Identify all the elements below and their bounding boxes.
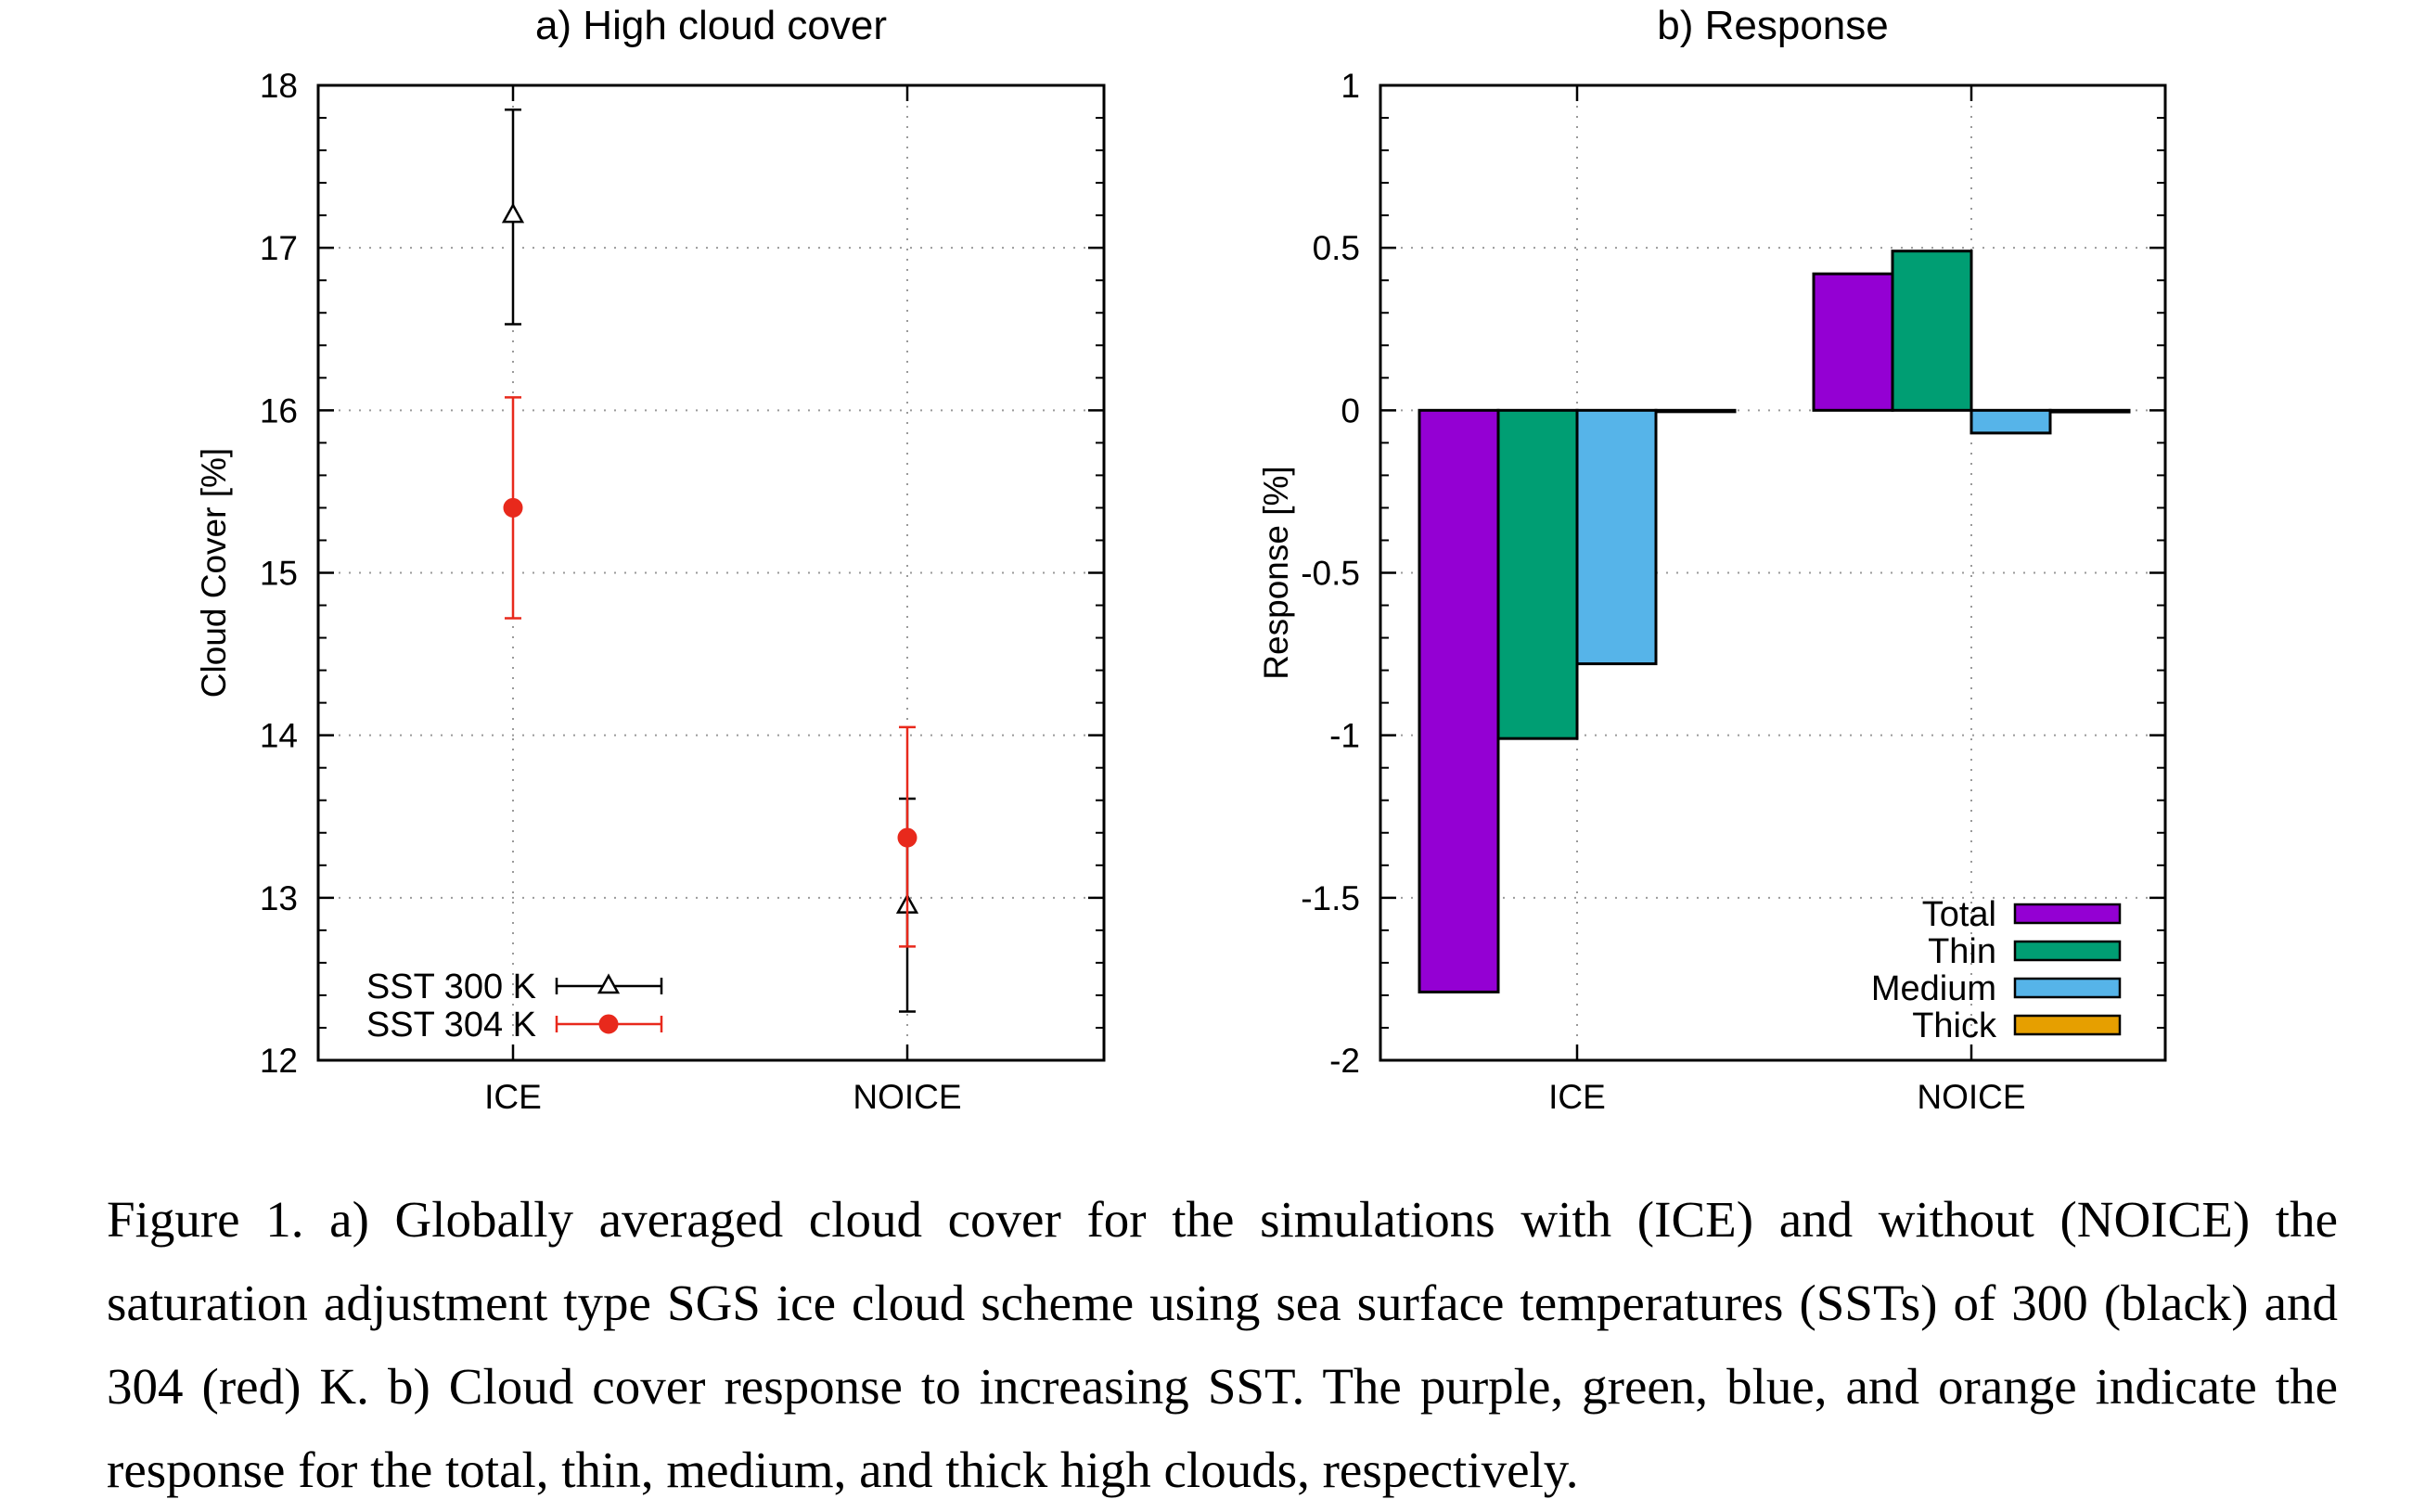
legend-label: Thin	[1928, 932, 1996, 971]
panel-a-high-cloud-cover: 12 13 14 15 16 17 18 ICE NOICE a) High cloud cove…	[195, 3, 1106, 1116]
bar	[1575, 408, 1658, 666]
y-tick-label: 13	[260, 879, 298, 917]
y-tick-label: -1	[1329, 717, 1360, 755]
y-axis-label: Response [%]	[1257, 466, 1295, 679]
x-tick-label: ICE	[1548, 1078, 1606, 1116]
data-point	[897, 827, 917, 848]
x-tick-label: NOICE	[1917, 1078, 2025, 1116]
data-point	[597, 973, 621, 994]
bar	[2048, 408, 2131, 414]
y-tick-label: 12	[260, 1042, 298, 1080]
x-tick-label: NOICE	[853, 1078, 961, 1116]
bar	[1970, 408, 2052, 435]
legend-label: Thick	[1912, 1006, 1997, 1045]
legend-swatch	[2013, 1014, 2122, 1036]
y-tick-label: 1	[1341, 67, 1360, 105]
panel-b-response: -2 -1.5 -1 -0.5 0 0.5 1 ICE NOICE b) Response Resp…	[1257, 3, 2167, 1116]
legend-label: Total	[1922, 895, 1996, 934]
y-tick-label: -2	[1329, 1042, 1360, 1080]
y-tick-label: 15	[260, 555, 298, 593]
figure-caption: Figure 1. a) Globally averaged cloud cov…	[107, 1191, 2338, 1498]
y-tick-label: 17	[260, 229, 298, 267]
legend-label: SST 300 K	[366, 967, 536, 1006]
bar	[1891, 250, 1973, 412]
legend-swatch	[2013, 940, 2122, 962]
y-tick-label: 18	[260, 67, 298, 105]
data-point	[501, 202, 525, 224]
legend-label: SST 304 K	[366, 1006, 536, 1044]
data-point	[503, 497, 523, 518]
data-point	[598, 1014, 619, 1034]
y-tick-label: 0	[1341, 391, 1360, 429]
plot-frame	[1379, 83, 2167, 1062]
y-tick-label: -0.5	[1301, 555, 1360, 593]
y-tick-label: 0.5	[1313, 229, 1360, 267]
legend-swatch	[2013, 977, 2122, 999]
y-tick-label: 14	[260, 717, 298, 755]
y-tick-label: -1.5	[1301, 879, 1360, 917]
bar	[1654, 408, 1737, 414]
plot-frame	[316, 83, 1106, 1062]
chart-title: b) Response	[1657, 3, 1888, 48]
y-axis-label: Cloud Cover [%]	[195, 448, 233, 698]
legend-label: Medium	[1871, 969, 1996, 1008]
legend-swatch	[2013, 903, 2122, 925]
y-tick-label: 16	[260, 391, 298, 429]
x-tick-label: ICE	[484, 1078, 542, 1116]
chart-title: a) High cloud cover	[535, 3, 887, 48]
bar	[1418, 408, 1500, 993]
bar	[1496, 408, 1579, 740]
bar	[1812, 272, 1894, 412]
